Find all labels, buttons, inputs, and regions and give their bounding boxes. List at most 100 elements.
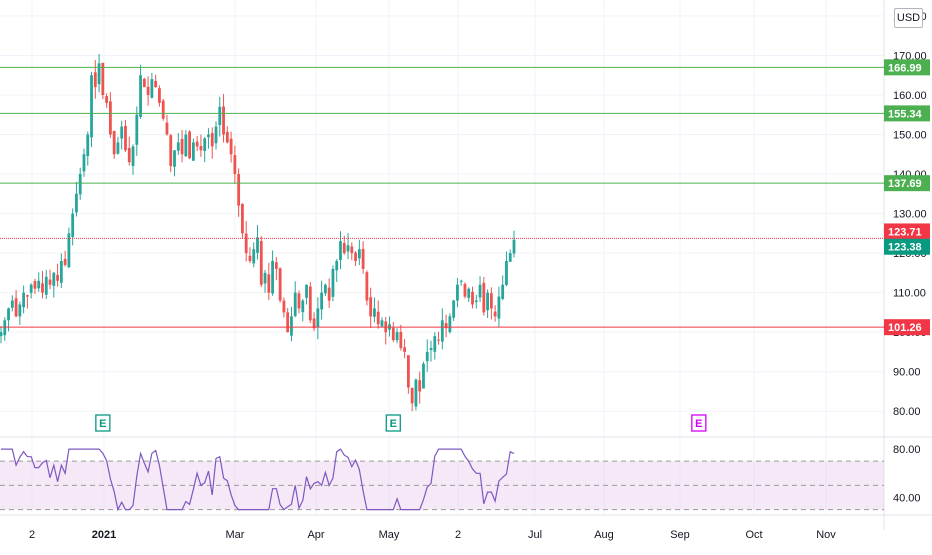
candle-body	[237, 174, 241, 206]
candle-body	[486, 292, 489, 311]
candle-body	[218, 106, 222, 125]
candle-body	[7, 308, 10, 321]
price-tick-label: 110.00	[893, 288, 926, 300]
candle-body	[188, 131, 192, 159]
candle-body	[14, 298, 18, 317]
earnings-marker-box	[95, 414, 111, 432]
candle-body	[124, 125, 127, 151]
candle-body	[501, 284, 505, 299]
candle-body	[63, 258, 67, 265]
candle-body	[214, 126, 218, 144]
candle-body	[422, 363, 425, 389]
candle-body	[312, 318, 316, 329]
price-tag-label: 123.38	[888, 242, 922, 254]
candle-body	[41, 283, 44, 293]
candle-body	[297, 293, 301, 309]
candle-body	[346, 245, 350, 252]
candle-body	[154, 80, 158, 88]
candle-body	[210, 133, 214, 147]
candle-body	[263, 272, 267, 284]
candle-body	[418, 380, 422, 392]
earnings-marker-box	[385, 414, 401, 432]
candle-body	[380, 320, 384, 327]
candle-body	[33, 281, 37, 289]
candle-body	[369, 297, 373, 317]
candle-body	[350, 246, 354, 254]
candle-body	[18, 304, 22, 317]
candle-body	[305, 284, 308, 298]
time-tick-label: Nov	[816, 529, 836, 541]
candle-body	[3, 320, 7, 336]
candle-body	[78, 174, 82, 195]
candle-body	[497, 296, 501, 319]
candle-body	[29, 284, 33, 293]
rsi-tick-label: 40.00	[893, 492, 921, 504]
candle-body	[286, 312, 290, 333]
candle-body	[97, 63, 101, 85]
candle-body	[93, 72, 97, 88]
time-tick-label: 2021	[92, 529, 116, 541]
candle-body	[399, 331, 403, 348]
candle-body	[207, 134, 210, 138]
candle-body	[406, 355, 410, 388]
candle-body	[282, 300, 286, 313]
candle-body	[158, 88, 161, 103]
candle-body	[127, 147, 131, 163]
candle-body	[331, 268, 335, 297]
earnings-marker: E	[95, 414, 111, 432]
candle-body	[203, 138, 207, 151]
candle-body	[139, 75, 142, 117]
candle-body	[86, 134, 90, 157]
price-tag	[884, 175, 930, 192]
earnings-marker-box	[691, 414, 707, 432]
candle-body	[10, 300, 14, 308]
candle-body	[508, 253, 512, 262]
candle-body	[448, 316, 452, 333]
candle-body	[429, 347, 433, 350]
candle-body	[22, 292, 26, 308]
currency-label[interactable]: USD	[894, 8, 923, 28]
candle-body	[112, 130, 116, 155]
candle-body	[459, 280, 463, 282]
candle-body	[191, 142, 195, 161]
candle-body	[267, 274, 271, 293]
candle-body	[425, 351, 429, 362]
candle-body	[301, 300, 305, 313]
time-tick-label: May	[379, 529, 400, 541]
candle-body	[90, 75, 93, 138]
candle-body	[248, 255, 252, 262]
candle-body	[433, 336, 437, 352]
candle-body	[478, 284, 482, 298]
candle-body	[176, 142, 180, 151]
candle-body	[391, 327, 395, 341]
candle-body	[225, 131, 229, 143]
candle-body	[169, 135, 173, 167]
candle-body	[75, 193, 78, 213]
price-tick-label: 150.00	[893, 130, 927, 142]
candle-body	[26, 295, 29, 297]
price-tag-label: 155.34	[888, 108, 923, 120]
candle-body	[414, 379, 418, 407]
rsi-tick-label: 80.00	[893, 444, 921, 456]
candle-body	[101, 62, 105, 95]
candle-body	[222, 106, 225, 135]
candle-body	[471, 291, 474, 305]
candle-body	[108, 101, 112, 135]
candle-body	[120, 126, 124, 139]
candle-body	[467, 288, 471, 298]
candle-body	[512, 239, 516, 254]
candle-body	[489, 293, 493, 309]
candle-body	[361, 248, 365, 269]
time-tick-label: 2	[455, 529, 461, 541]
candle-body	[56, 274, 59, 281]
candle-body	[316, 308, 320, 328]
candle-body	[320, 292, 324, 310]
candle-body	[135, 114, 139, 145]
rsi-line	[1, 448, 515, 512]
candle-body	[327, 287, 331, 301]
price-tick-label: 160.00	[893, 90, 927, 102]
candle-body	[233, 155, 237, 175]
candle-body	[323, 284, 327, 294]
